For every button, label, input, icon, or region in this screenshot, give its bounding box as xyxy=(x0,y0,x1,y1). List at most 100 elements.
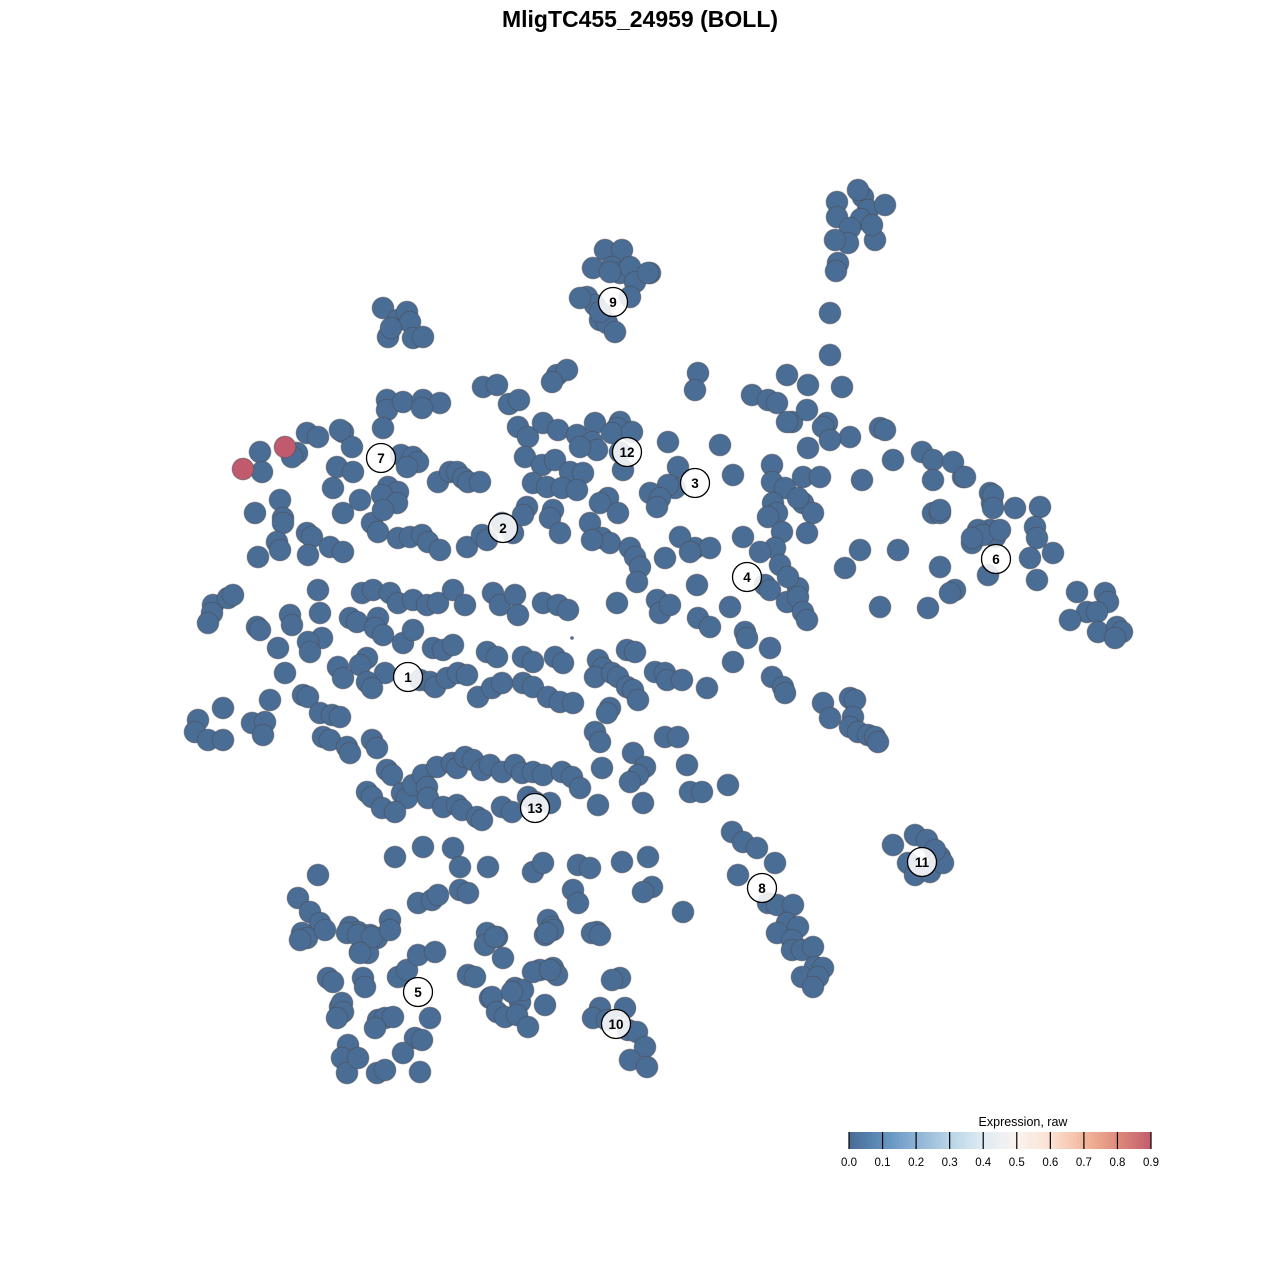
colorbar-gradient-segment xyxy=(882,1132,887,1149)
data-point xyxy=(455,535,479,559)
data-point xyxy=(568,776,592,800)
data-point xyxy=(675,753,699,777)
data-point xyxy=(796,436,820,460)
colorbar-tick-label: 0.0 xyxy=(841,1157,857,1169)
data-point xyxy=(248,440,272,464)
data-point xyxy=(801,975,825,999)
colorbar-gradient-segment xyxy=(1076,1132,1081,1149)
data-point xyxy=(818,428,842,452)
data-point xyxy=(1103,626,1127,650)
data-point xyxy=(251,723,275,747)
cluster-label-number: 5 xyxy=(414,985,422,1000)
cluster-label-circle xyxy=(487,512,519,544)
data-point xyxy=(353,975,377,999)
data-point xyxy=(568,435,592,459)
data-point xyxy=(1025,526,1049,550)
data-point xyxy=(500,980,524,1004)
data-point xyxy=(685,573,709,597)
colorbar-gradient-segment xyxy=(989,1132,994,1149)
data-point xyxy=(211,696,235,720)
colorbar-gradient-segment xyxy=(862,1132,867,1149)
cluster-label-number: 4 xyxy=(743,570,751,585)
cluster-label-circle xyxy=(611,436,643,468)
colorbar-gradient-segment xyxy=(992,1132,997,1149)
data-point xyxy=(280,613,304,637)
data-point xyxy=(507,388,531,412)
colorbar-gradient-segment xyxy=(1097,1132,1101,1149)
colorbar-gradient-segment xyxy=(1026,1132,1031,1149)
colorbar-gradient-segment xyxy=(848,1132,853,1149)
data-point xyxy=(635,1055,659,1079)
data-point xyxy=(395,455,419,479)
data-point xyxy=(866,730,890,754)
data-point xyxy=(371,416,395,440)
data-point xyxy=(363,1016,387,1040)
data-point xyxy=(631,791,655,815)
data-point xyxy=(1003,496,1027,520)
colorbar-gradient-segment xyxy=(946,1132,950,1149)
cluster-label-circle xyxy=(906,846,938,878)
colorbar-gradient-segment xyxy=(929,1132,934,1149)
colorbar-gradient-segment xyxy=(1133,1132,1138,1149)
data-point xyxy=(605,591,629,615)
data-point xyxy=(546,418,570,442)
cluster-label: 8 xyxy=(746,872,778,904)
data-point xyxy=(456,881,480,905)
colorbar-tick-label: 0.7 xyxy=(1076,1157,1092,1169)
data-point xyxy=(321,476,345,500)
data-point-small xyxy=(570,636,574,640)
cluster-label: 6 xyxy=(980,543,1012,575)
colorbar-gradient-segment xyxy=(1120,1132,1125,1149)
colorbar-gradient-segment xyxy=(1137,1132,1142,1149)
cluster-label-number: 10 xyxy=(608,1017,623,1032)
colorbar-gradient-segment xyxy=(895,1132,900,1149)
data-point xyxy=(371,296,395,320)
cluster-label-number: 12 xyxy=(619,445,634,460)
cluster-label: 5 xyxy=(402,976,434,1008)
cluster-label-circle xyxy=(600,1008,632,1040)
colorbar-gradient-segment xyxy=(1006,1132,1011,1149)
data-point xyxy=(708,433,732,457)
data-point xyxy=(823,228,847,252)
data-point xyxy=(631,880,655,904)
colorbar-gradient-segment xyxy=(1043,1132,1048,1149)
data-point xyxy=(678,540,702,564)
data-point xyxy=(441,578,465,602)
data-point xyxy=(916,596,940,620)
chart-title: MligTC455_24959 (BOLL) xyxy=(502,6,778,32)
data-point xyxy=(808,465,832,489)
cluster-label: 2 xyxy=(487,512,519,544)
colorbar-gradient-segment xyxy=(878,1132,883,1149)
colorbar-gradient-segment xyxy=(952,1132,957,1149)
data-point xyxy=(873,193,897,217)
data-point xyxy=(331,666,355,690)
data-point xyxy=(411,325,435,349)
data-point xyxy=(248,618,272,642)
colorbar-tick-label: 0.9 xyxy=(1143,1157,1159,1169)
data-point xyxy=(250,460,274,484)
colorbar-gradient-segment xyxy=(949,1132,954,1149)
data-point xyxy=(391,390,415,414)
data-point xyxy=(850,468,874,492)
data-point xyxy=(801,935,825,959)
cluster-label-circle xyxy=(746,872,778,904)
colorbar-gradient-segment xyxy=(1019,1132,1024,1149)
data-point xyxy=(533,993,557,1017)
points-layer xyxy=(183,178,1134,1085)
data-point xyxy=(348,941,372,965)
colorbar-gradient-segment xyxy=(1080,1132,1085,1149)
data-point xyxy=(886,538,910,562)
colorbar-gradient-segment xyxy=(1013,1132,1018,1149)
colorbar-gradient-segment xyxy=(1140,1132,1145,1149)
data-point xyxy=(590,756,614,780)
data-point xyxy=(381,1005,405,1029)
data-point xyxy=(988,518,1012,542)
data-point xyxy=(540,370,564,394)
data-point xyxy=(468,470,492,494)
data-point xyxy=(626,688,650,712)
data-point xyxy=(296,543,320,567)
colorbar-gradient-segment xyxy=(939,1132,944,1149)
cluster-label: 12 xyxy=(611,436,643,468)
data-point xyxy=(690,780,714,804)
